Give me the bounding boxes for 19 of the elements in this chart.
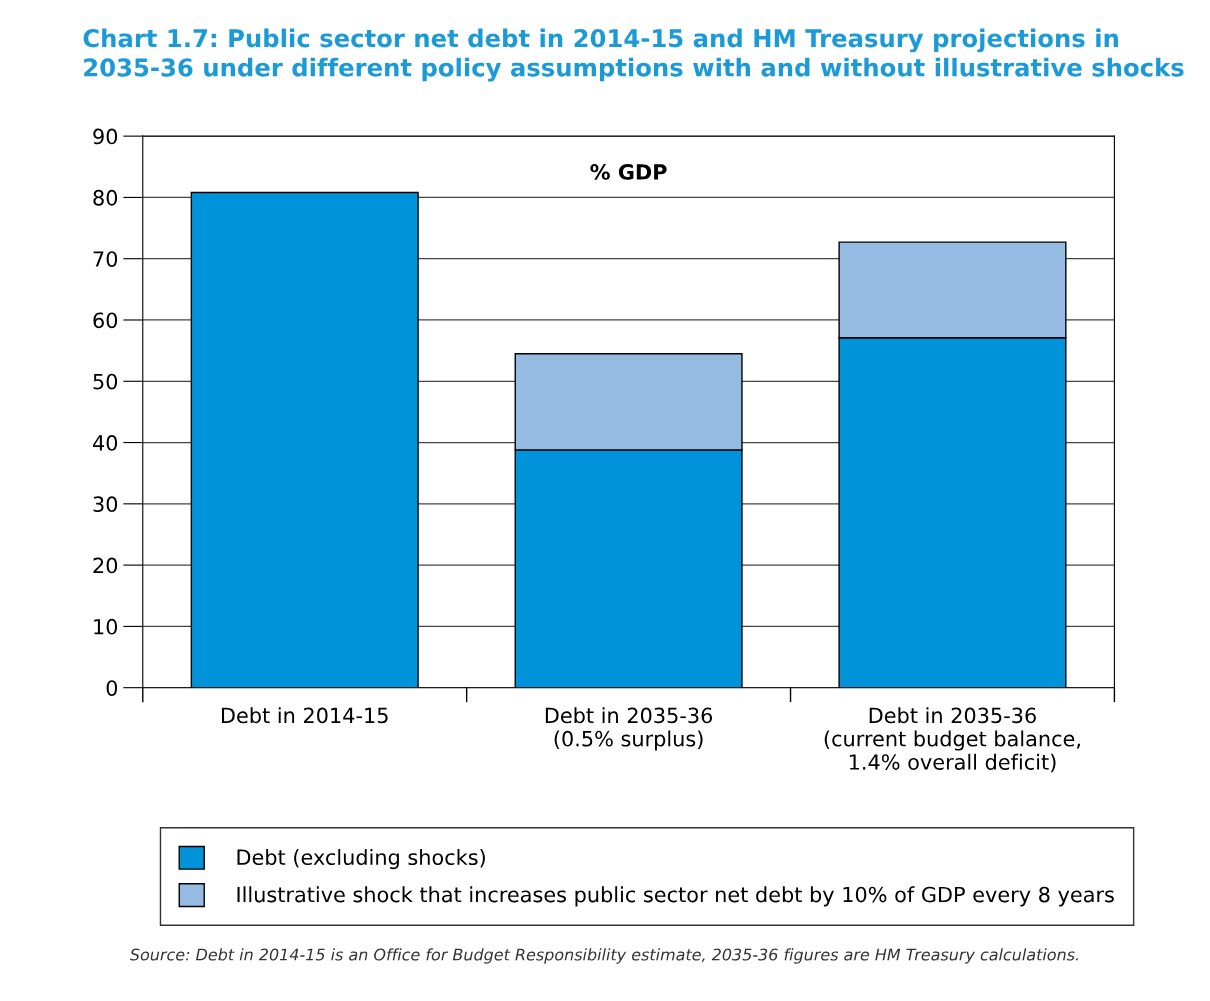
bar [190,191,419,688]
y-tick-label: 60 [93,312,118,329]
y-tick-label: 10 [94,618,118,635]
y-tick-label: 40 [92,435,118,451]
source-note: Source: Debt in 2014-15 is an Office for Budget Responsibility estimate, 2035-36 figures are HM Treasury calculations. [130,948,1078,964]
legend-label: Illustrative shock that increases public sector net debt by 10% of GDP every 8 years [237,886,1114,907]
legend-label: Debt (excluding shocks) [237,848,485,870]
y-tick-label: 20 [93,557,118,574]
y-tick-label: 30 [93,496,118,513]
y-tick-label: 80 [93,189,118,206]
y-tick-label: 0 [106,680,118,696]
y-tick-label: 70 [93,251,118,267]
chart-title: Chart 1.7: Public sector net debt in 2014-15 and HM Treasury projections in 2035-36 under different policy assumptions with and without illustrative shocks [83,28,1184,82]
y-tick-label: 90 [93,128,118,145]
x-tick-label: Debt in 2035-36 (0.5% surplus) [545,707,713,751]
x-tick-label: Debt in 2014-15 [222,707,388,724]
annotation: % GDP [590,164,667,180]
x-tick-label: Debt in 2035-36 (current budget balance, 1.4% overall deficit) [824,707,1080,773]
y-tick-label: 50 [93,373,118,390]
